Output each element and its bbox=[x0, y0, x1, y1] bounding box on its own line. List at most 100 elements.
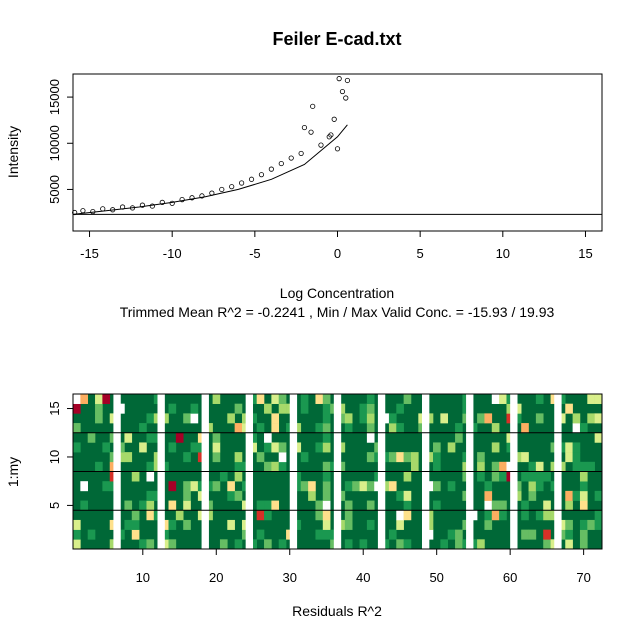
heatmap-cell bbox=[234, 490, 243, 501]
heatmap-cell bbox=[300, 394, 309, 404]
heatmap-cell bbox=[572, 490, 581, 501]
heatmap-cell bbox=[271, 423, 280, 434]
heatmap-cell bbox=[278, 461, 287, 472]
heatmap-cell bbox=[528, 490, 537, 501]
heatmap-cell bbox=[234, 403, 243, 414]
heatmap-cell bbox=[205, 481, 213, 492]
x-tick-label: 20 bbox=[209, 570, 223, 585]
heatmap-cell bbox=[124, 500, 133, 511]
heatmap-cell bbox=[256, 394, 265, 404]
data-point bbox=[288, 155, 294, 161]
x-tick-label: 0 bbox=[334, 246, 341, 261]
heatmap-cell bbox=[249, 442, 257, 453]
heatmap-cell bbox=[322, 471, 331, 482]
heatmap-cell bbox=[87, 432, 96, 443]
heatmap-cell bbox=[175, 510, 184, 521]
heatmap-cell bbox=[594, 519, 603, 530]
heatmap-cell bbox=[513, 490, 522, 501]
heatmap-cell bbox=[352, 481, 360, 492]
heatmap-cell bbox=[366, 452, 375, 463]
data-point bbox=[239, 180, 245, 186]
heatmap-x-ticks: 10 20 30 40 50 60 70 bbox=[136, 549, 591, 585]
heatmap-cell bbox=[146, 490, 155, 501]
x-tick-label: -10 bbox=[163, 246, 182, 261]
heatmap-cell bbox=[425, 529, 434, 540]
heatmap-cell bbox=[587, 394, 595, 404]
y-tick-label: 5 bbox=[47, 502, 62, 509]
heatmap-cell bbox=[271, 461, 280, 472]
heatmap-cell bbox=[315, 394, 324, 404]
heatmap-cell bbox=[80, 481, 88, 492]
heatmap-cell bbox=[278, 539, 287, 550]
heatmap-cell bbox=[594, 510, 603, 521]
heatmap-cell bbox=[572, 423, 581, 434]
heatmap-cell bbox=[433, 500, 441, 511]
heatmap-cell bbox=[433, 461, 441, 472]
x-tick-label: 40 bbox=[356, 570, 370, 585]
data-point bbox=[334, 146, 341, 152]
heatmap-cell bbox=[190, 413, 199, 424]
heatmap-cell bbox=[543, 529, 551, 540]
heatmap-cell bbox=[234, 423, 243, 434]
data-point bbox=[139, 202, 146, 208]
heatmap-cell bbox=[102, 394, 111, 404]
heatmap-y-label: 1:my bbox=[5, 457, 21, 487]
heatmap-cell bbox=[521, 471, 529, 482]
heatmap-cell bbox=[521, 452, 529, 463]
heatmap-cell bbox=[388, 481, 397, 492]
y-tick-label: 15000 bbox=[47, 79, 62, 115]
heatmap-cell bbox=[146, 471, 155, 482]
data-point bbox=[100, 206, 106, 212]
heatmap-cell bbox=[491, 394, 500, 404]
data-point bbox=[339, 88, 346, 95]
data-point bbox=[199, 193, 205, 199]
data-point bbox=[169, 200, 175, 206]
heatmap-cell bbox=[73, 539, 81, 550]
heatmap-cell bbox=[161, 539, 169, 550]
heatmap-cell bbox=[95, 413, 103, 424]
heatmap-cell bbox=[315, 510, 324, 521]
heatmap-cell bbox=[366, 481, 375, 492]
heatmap-cell bbox=[513, 452, 522, 463]
heatmap-cell bbox=[543, 510, 551, 521]
heatmap-cell bbox=[433, 442, 441, 453]
heatmap-cell bbox=[381, 481, 390, 492]
data-point bbox=[308, 129, 314, 135]
heatmap-cell bbox=[396, 510, 404, 521]
heatmap-cell bbox=[535, 413, 544, 424]
heatmap-cell bbox=[403, 394, 412, 404]
heatmap-cell bbox=[513, 413, 522, 424]
y-tick-label: 5000 bbox=[47, 175, 62, 204]
heatmap-cell bbox=[271, 442, 280, 453]
heatmap-cell bbox=[410, 461, 419, 472]
heatmap-cell bbox=[572, 461, 581, 472]
heatmap-cell bbox=[565, 519, 573, 530]
heatmap-cell bbox=[565, 490, 573, 501]
data-point bbox=[80, 208, 86, 214]
heatmap-cell bbox=[469, 510, 478, 521]
heatmap-cell bbox=[469, 539, 478, 550]
heatmap-cell bbox=[579, 519, 588, 530]
heatmap-cell bbox=[535, 461, 544, 472]
heatmap-cell bbox=[565, 442, 573, 453]
heatmap-cell bbox=[271, 394, 280, 404]
heatmap-cell bbox=[499, 394, 507, 404]
x-tick-label: -15 bbox=[80, 246, 99, 261]
scatter-y-label: Intensity bbox=[5, 126, 21, 178]
heatmap-cell bbox=[293, 481, 302, 492]
heatmap-cell bbox=[227, 519, 235, 530]
heatmap-cell bbox=[396, 423, 404, 434]
heatmap-cell bbox=[146, 510, 155, 521]
heatmap-cell bbox=[168, 519, 177, 530]
data-point bbox=[298, 150, 304, 157]
heatmap-cell bbox=[219, 539, 228, 550]
data-point bbox=[149, 203, 155, 209]
heatmap-cell bbox=[315, 529, 324, 540]
heatmap-cell bbox=[234, 461, 243, 472]
heatmap-cell bbox=[579, 539, 588, 550]
heatmap-cell bbox=[102, 442, 111, 453]
heatmap-cell bbox=[396, 539, 404, 550]
y-tick-label: 10 bbox=[47, 450, 62, 464]
heatmap-cell bbox=[131, 529, 140, 540]
heatmap-cell bbox=[528, 461, 537, 472]
